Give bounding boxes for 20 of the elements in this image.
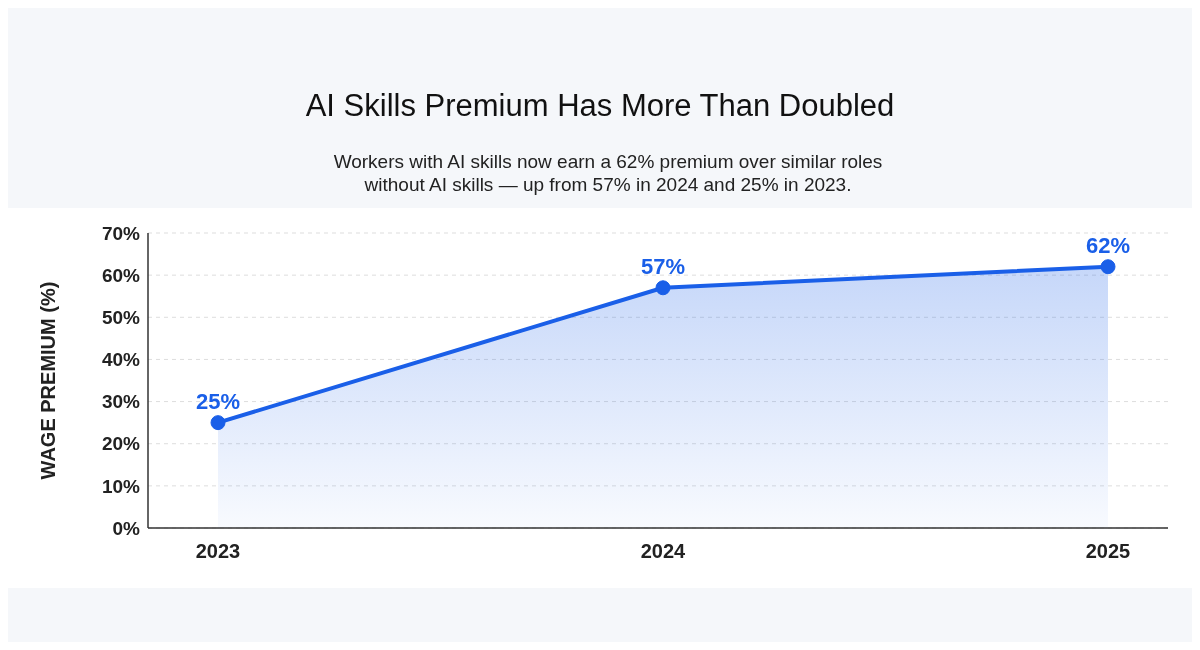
y-tick-label: 40% [101,349,141,371]
y-tick-label: 20% [101,433,141,455]
data-label: 25% [195,388,241,414]
y-tick-label: 30% [101,391,141,413]
y-axis-title: WAGE PREMIUM (%) [37,281,60,480]
point [655,280,671,296]
y-tick-label: 0% [112,517,141,539]
x-tick-label: 2023 [195,540,241,563]
x-tick-label: 2025 [1085,540,1131,563]
y-tick-label: 10% [101,475,141,497]
point [210,415,226,431]
chart-title: AI Skills Premium Has More Than Doubled [304,88,896,124]
y-tick-label: 60% [101,264,141,286]
chart-subtitle: Workers with AI skills now earn a 62% premium over similar roles without AI skills — up from 57% in 2024 and 25% in 2023. [332,150,884,196]
y-tick-label: 50% [101,307,141,329]
y-tick-label: 70% [101,222,141,244]
x-tick-label: 2024 [640,540,687,563]
data-label: 57% [640,253,686,279]
data-label: 62% [1085,232,1131,258]
point [1100,259,1116,275]
